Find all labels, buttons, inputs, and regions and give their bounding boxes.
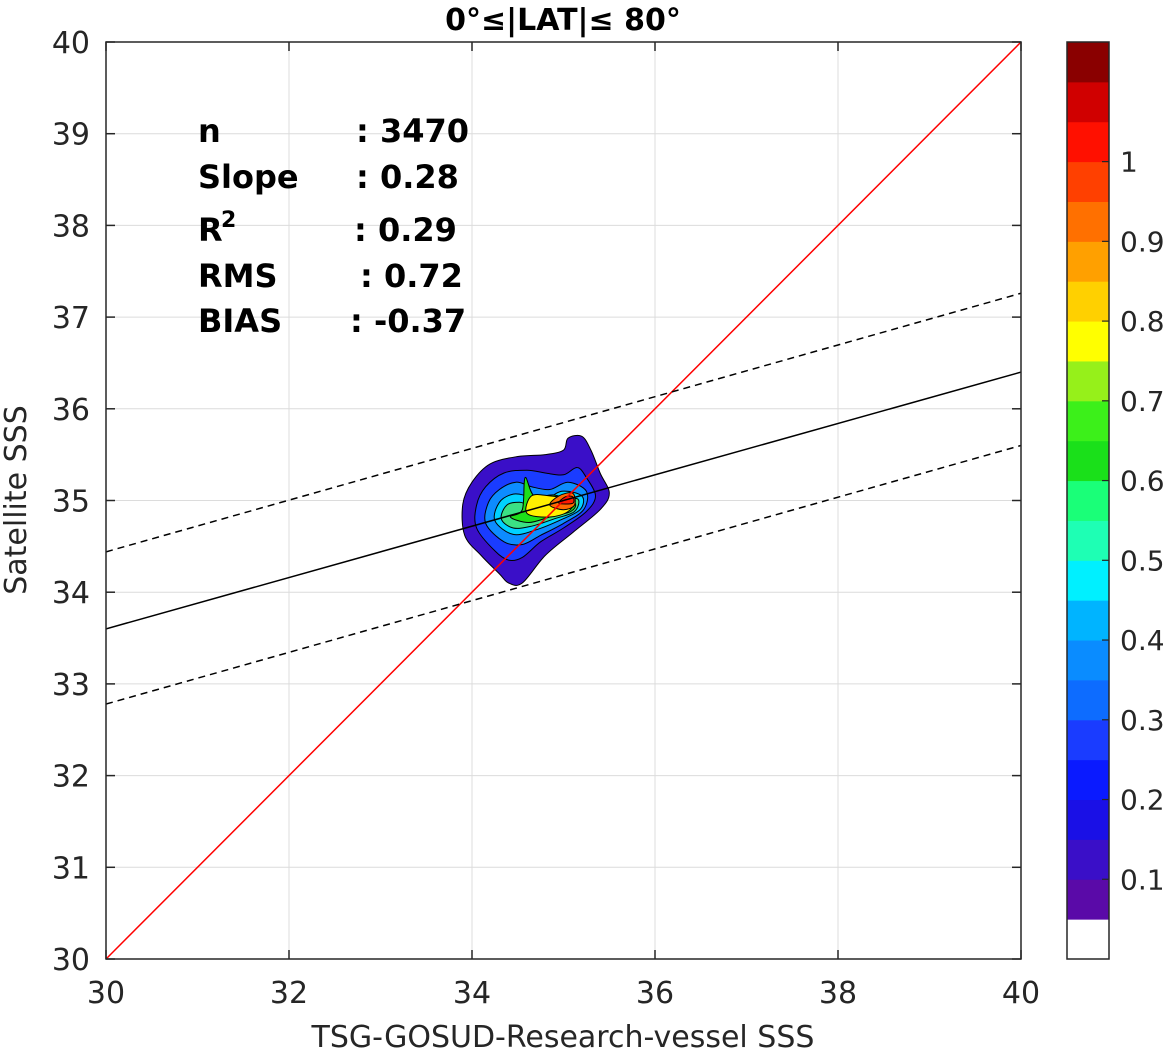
axis-ticks: 30 32 34 36 38 40 30 31 32 33 34 35 36 37 38 39 40 [52, 26, 1040, 1011]
colorbar-band [1067, 360, 1109, 402]
colorbar-tick-label: 0.3 [1120, 704, 1165, 737]
x-tick-label: 36 [636, 976, 674, 1011]
colorbar-band [1067, 679, 1109, 721]
colorbar-tick-label: 0.9 [1120, 225, 1165, 258]
statistics-annotation: n : 3470 Slope : 0.28 R2 : 0.29 RMS : 0.72 BIAS:… [198, 112, 469, 340]
stat-label: BIAS [198, 302, 282, 340]
colorbar-band [1067, 161, 1109, 202]
colorbar-band [1067, 919, 1109, 960]
colorbar-band [1067, 281, 1109, 322]
colorbar-band [1067, 480, 1109, 521]
grid [105, 41, 1022, 960]
colorbar-band [1067, 759, 1109, 801]
colorbar-tick-label: 0.4 [1120, 624, 1165, 657]
colorbar-band [1067, 640, 1109, 681]
reference-lines [106, 42, 1021, 959]
y-axis-label: Satellite SSS [0, 405, 34, 595]
stat-value: : -0.37 [350, 302, 466, 340]
colorbar-tick-label: 0.7 [1120, 385, 1165, 418]
fit-minus-rms-line [106, 444, 1021, 705]
colorbar-band [1067, 121, 1109, 163]
y-tick-label: 35 [52, 485, 90, 520]
y-tick-label: 38 [52, 209, 90, 244]
colorbar-band [1067, 839, 1109, 880]
colorbar-band [1067, 879, 1109, 920]
colorbar-band [1067, 81, 1109, 123]
colorbar-band [1067, 241, 1109, 282]
stat-value: : 0.72 [360, 257, 463, 295]
colorbar-band [1067, 400, 1109, 442]
x-tick-label: 40 [1002, 976, 1040, 1011]
stat-label: Slope [198, 158, 299, 196]
plot-frame [105, 41, 1022, 960]
colorbar-band [1067, 440, 1109, 482]
colorbar: 0.1 0.2 0.3 0.4 0.5 0.6 0.7 0.8 0.9 1 [1066, 41, 1165, 960]
x-axis-label: TSG-GOSUD-Research-vessel SSS [311, 1020, 815, 1055]
colorbar-band [1067, 201, 1109, 242]
colorbar-band [1067, 321, 1109, 362]
colorbar-band [1067, 799, 1109, 840]
y-tick-label: 39 [52, 118, 90, 153]
colorbar-tick-label: 0.5 [1120, 544, 1165, 577]
colorbar-tick-label: 1 [1120, 146, 1138, 179]
y-tick-label: 37 [52, 301, 90, 336]
colorbar-band [1067, 719, 1109, 761]
colorbar-band [1067, 42, 1109, 83]
x-tick-label: 30 [87, 976, 125, 1011]
colorbar-tick-label: 0.2 [1120, 784, 1165, 817]
colorbar-tick-label: 0.1 [1120, 863, 1165, 896]
y-tick-label: 33 [52, 668, 90, 703]
stat-label-superscript: 2 [221, 208, 236, 233]
chart-title: 0°≤|LAT|≤ 80° [445, 3, 681, 38]
colorbar-band [1067, 520, 1109, 561]
y-tick-label: 34 [52, 576, 90, 611]
x-tick-label: 32 [270, 976, 308, 1011]
stat-value: : 0.28 [356, 158, 459, 196]
colorbar-tick-label: 0.8 [1120, 305, 1165, 338]
colorbar-frame [1066, 41, 1110, 960]
y-tick-label: 36 [52, 393, 90, 428]
stat-value: : 0.29 [354, 211, 457, 249]
y-tick-label: 30 [52, 943, 90, 978]
stat-label: RMS [198, 257, 278, 295]
y-tick-label: 32 [52, 760, 90, 795]
colorbar-band [1067, 560, 1109, 601]
colorbar-tick-label: 0.6 [1120, 465, 1165, 498]
fit-plus-rms-line [106, 292, 1021, 553]
stat-label: R [198, 211, 223, 249]
stat-label: n [198, 112, 221, 150]
y-tick-label: 40 [52, 26, 90, 61]
density-contours [461, 434, 610, 586]
colorbar-band [1067, 600, 1109, 641]
regression-fit-line [106, 371, 1021, 630]
x-tick-label: 38 [819, 976, 857, 1011]
y-tick-label: 31 [52, 851, 90, 886]
x-tick-label: 34 [453, 976, 491, 1011]
stat-value: : 3470 [356, 112, 469, 150]
